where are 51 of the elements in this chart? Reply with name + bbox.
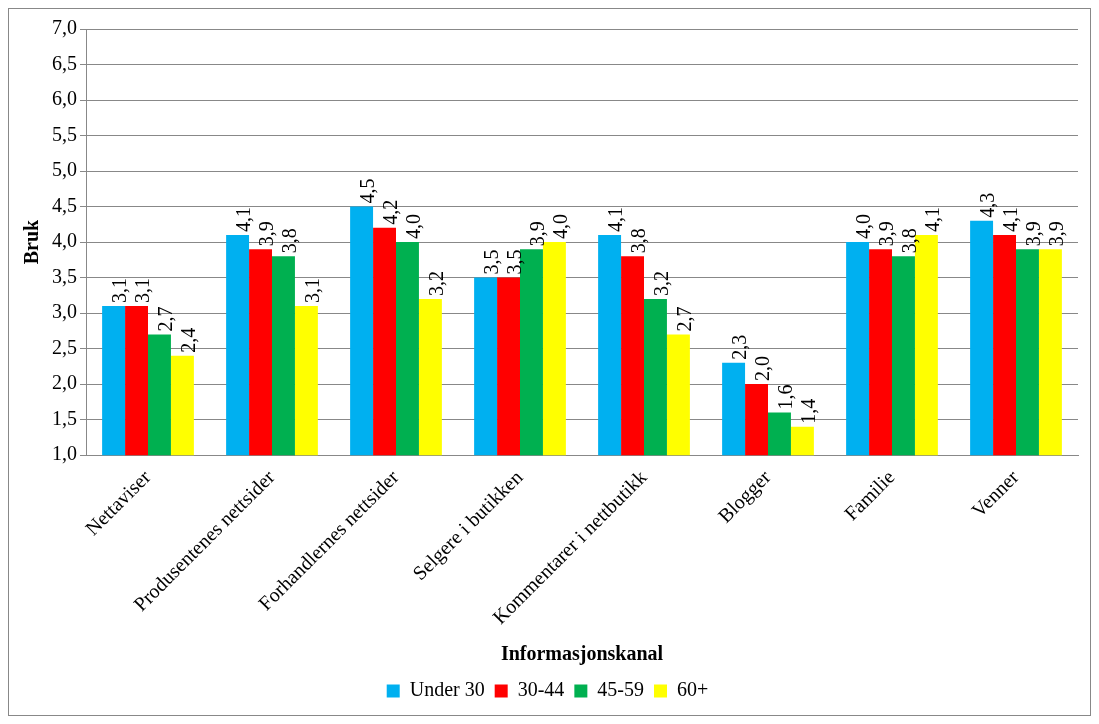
data-label: 3,9 <box>1044 221 1067 247</box>
y-tick-label: 1,0 <box>52 442 77 465</box>
y-tick-label: 2,0 <box>52 371 77 394</box>
data-label: 3,1 <box>107 277 130 303</box>
legend-label: 45-59 <box>597 678 645 701</box>
y-tick-label: 2,5 <box>52 335 77 358</box>
data-label: 3,1 <box>130 277 153 303</box>
y-tick-label: 4,5 <box>52 193 77 216</box>
y-tick-label: 5,5 <box>52 122 77 145</box>
data-label: 3,9 <box>525 221 548 247</box>
legend-label: Under 30 <box>409 678 485 701</box>
data-label: 3,2 <box>649 270 672 296</box>
data-label: 2,7 <box>672 306 695 332</box>
y-tick-label: 4,0 <box>52 229 77 252</box>
data-label: 2,7 <box>153 306 176 332</box>
data-label: 1,6 <box>773 384 796 410</box>
y-tick-label: 1,5 <box>52 406 77 429</box>
x-axis-title: Informasjonskanal <box>500 642 664 666</box>
data-label: 3,9 <box>1021 221 1044 247</box>
y-tick-label: 3,0 <box>52 300 77 323</box>
data-label: 3,5 <box>479 249 502 275</box>
data-label: 3,2 <box>424 270 447 296</box>
data-label: 2,3 <box>727 334 750 360</box>
data-label: 3,1 <box>300 277 323 303</box>
data-label: 3,8 <box>626 228 649 254</box>
data-label: 4,5 <box>355 178 378 204</box>
y-axis-title: Bruk <box>20 218 43 265</box>
y-tick-label: 6,0 <box>52 87 77 110</box>
y-tick-label: 7,0 <box>52 16 77 39</box>
y-tick-label: 5,0 <box>52 158 77 181</box>
data-label: 4,1 <box>231 206 254 232</box>
data-label: 4,2 <box>378 199 401 225</box>
data-label: 3,8 <box>277 228 300 254</box>
legend-label: 60+ <box>677 678 709 701</box>
data-label: 4,0 <box>401 214 424 240</box>
data-label: 3,9 <box>254 221 277 247</box>
data-label: 4,3 <box>975 192 998 218</box>
legend-label: 30-44 <box>517 678 565 701</box>
y-tick-label: 3,5 <box>52 264 77 287</box>
data-label: 2,0 <box>750 356 773 382</box>
data-label: 3,9 <box>874 221 897 247</box>
data-label: 2,4 <box>176 327 199 353</box>
data-label: 4,1 <box>998 206 1021 232</box>
data-label: 3,5 <box>502 249 525 275</box>
data-label: 4,1 <box>920 206 943 232</box>
data-label: 4,1 <box>603 206 626 232</box>
data-label: 4,0 <box>548 214 571 240</box>
data-label: 4,0 <box>851 214 874 240</box>
data-label: 3,8 <box>897 228 920 254</box>
data-label: 1,4 <box>796 398 819 424</box>
y-tick-label: 6,5 <box>52 51 77 74</box>
